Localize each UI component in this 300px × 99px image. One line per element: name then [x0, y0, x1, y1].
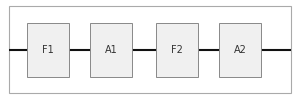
- Text: F1: F1: [42, 45, 54, 55]
- Bar: [90, 23, 132, 77]
- Text: A1: A1: [105, 45, 117, 55]
- Bar: [219, 23, 261, 77]
- Bar: [27, 23, 69, 77]
- Bar: [9, 6, 291, 93]
- Text: A2: A2: [234, 45, 246, 55]
- Text: F2: F2: [171, 45, 183, 55]
- Bar: [156, 23, 198, 77]
